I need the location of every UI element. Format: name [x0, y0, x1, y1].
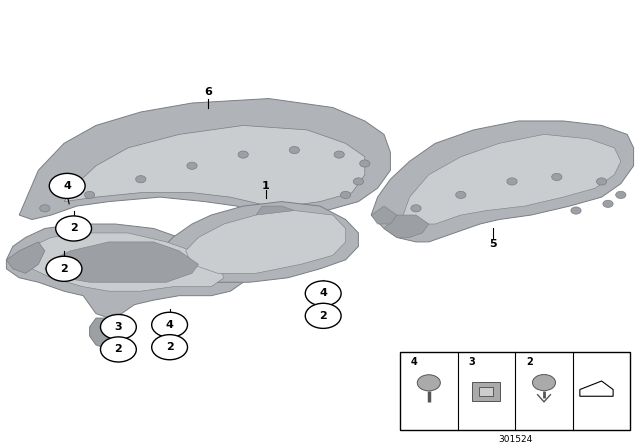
Polygon shape: [160, 202, 358, 282]
Circle shape: [456, 191, 466, 198]
Circle shape: [49, 173, 85, 198]
Text: 2: 2: [166, 342, 173, 352]
Polygon shape: [26, 233, 224, 291]
Circle shape: [417, 375, 440, 391]
Text: 1: 1: [262, 181, 269, 191]
Text: 2: 2: [115, 345, 122, 354]
Circle shape: [340, 191, 351, 198]
Circle shape: [152, 312, 188, 337]
Text: 5: 5: [489, 239, 497, 249]
Polygon shape: [64, 125, 365, 206]
Polygon shape: [6, 224, 243, 318]
Polygon shape: [45, 242, 198, 282]
Polygon shape: [384, 215, 429, 237]
Circle shape: [532, 375, 556, 391]
Text: 3: 3: [115, 322, 122, 332]
Text: 2: 2: [319, 311, 327, 321]
Circle shape: [596, 178, 607, 185]
Polygon shape: [403, 134, 621, 224]
Polygon shape: [19, 99, 390, 233]
Circle shape: [552, 173, 562, 181]
Polygon shape: [371, 206, 397, 224]
Circle shape: [353, 178, 364, 185]
Text: 3: 3: [468, 357, 476, 366]
Polygon shape: [6, 242, 45, 273]
Circle shape: [100, 314, 136, 340]
Text: 4: 4: [411, 357, 418, 366]
Circle shape: [603, 200, 613, 207]
Text: 4: 4: [319, 289, 327, 298]
Polygon shape: [371, 121, 634, 242]
Circle shape: [289, 146, 300, 154]
FancyBboxPatch shape: [400, 352, 630, 430]
Text: 2: 2: [526, 357, 533, 366]
Circle shape: [40, 205, 50, 212]
Circle shape: [56, 216, 92, 241]
Circle shape: [84, 191, 95, 198]
Circle shape: [152, 335, 188, 360]
Text: 4: 4: [166, 320, 173, 330]
Circle shape: [507, 178, 517, 185]
Polygon shape: [256, 206, 294, 224]
Circle shape: [411, 205, 421, 212]
Text: 2: 2: [60, 264, 68, 274]
Text: 4: 4: [63, 181, 71, 191]
Circle shape: [238, 151, 248, 158]
Text: 2: 2: [70, 224, 77, 233]
Circle shape: [187, 162, 197, 169]
Circle shape: [100, 337, 136, 362]
Polygon shape: [186, 211, 346, 273]
Circle shape: [136, 176, 146, 183]
Circle shape: [46, 256, 82, 281]
Circle shape: [334, 151, 344, 158]
Polygon shape: [90, 318, 128, 349]
Polygon shape: [580, 381, 613, 396]
Circle shape: [360, 160, 370, 167]
Circle shape: [571, 207, 581, 214]
FancyBboxPatch shape: [472, 382, 500, 401]
Text: 301524: 301524: [498, 435, 532, 444]
Circle shape: [305, 303, 341, 328]
Circle shape: [616, 191, 626, 198]
Text: 6: 6: [204, 87, 212, 97]
Circle shape: [305, 281, 341, 306]
FancyBboxPatch shape: [479, 387, 493, 396]
